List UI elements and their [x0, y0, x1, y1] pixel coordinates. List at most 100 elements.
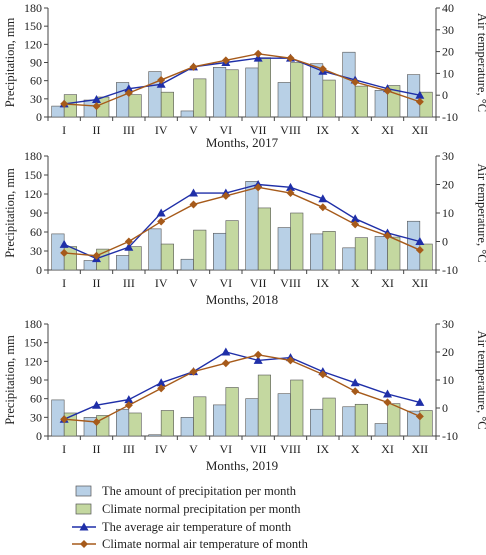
precipitation-bar [245, 181, 259, 271]
x-axis-title: Months, 2019 [206, 458, 278, 473]
normal-temperature-point [157, 384, 166, 393]
normal-precipitation-bar [160, 91, 174, 118]
normal-temperature-point [383, 398, 392, 407]
normal-temperature-point [189, 62, 198, 71]
x-tick-label: VIII [280, 123, 301, 137]
right-tick-label: 0 [442, 401, 448, 415]
right-axis-title: Air temperature, °C [475, 163, 486, 262]
normal-temperature-point [157, 217, 166, 226]
normal-temperature-point [189, 200, 198, 209]
left-tick-label: 90 [30, 373, 42, 387]
normal-temperature-point [60, 415, 69, 424]
legend-label: The average air temperature of month [102, 520, 292, 534]
left-tick-label: 30 [30, 92, 42, 106]
normal-precipitation-bar [290, 62, 304, 118]
left-tick-label: 180 [24, 317, 42, 331]
temperature-point [59, 239, 69, 248]
precipitation-bar [277, 227, 291, 271]
left-tick-label: 0 [36, 110, 42, 124]
x-tick-label: VII [250, 276, 267, 290]
left-tick-label: 120 [24, 187, 42, 201]
normal-temperature-point [254, 183, 263, 192]
precipitation-bar [51, 105, 65, 118]
legend-diamond-marker [80, 540, 88, 548]
normal-temperature-line [64, 53, 421, 107]
temperature-point [383, 389, 392, 398]
left-axis-title: Precipitation, mm [3, 168, 17, 258]
normal-temperature-point [318, 370, 327, 379]
temperature-point [156, 208, 166, 217]
normal-temperature-point [60, 99, 69, 108]
x-tick-label: II [93, 276, 101, 290]
x-axis-title: Months, 2018 [206, 292, 278, 307]
legend-label: Climate normal precipitation per month [102, 502, 301, 516]
x-tick-label: VI [219, 123, 232, 137]
temperature-point [189, 188, 198, 197]
x-axis-title: Months, 2017 [206, 135, 279, 150]
precipitation-bar [148, 228, 162, 271]
normal-temperature-point [221, 56, 230, 65]
normal-precipitation-bar [257, 207, 271, 271]
normal-precipitation-bar [290, 212, 304, 271]
temperature-point [221, 347, 231, 356]
x-tick-label: VIII [280, 442, 301, 456]
precipitation-bar [374, 423, 388, 437]
precipitation-bar [213, 67, 227, 118]
precipitation-bar [277, 393, 291, 437]
normal-temperature-point [92, 251, 101, 260]
precipitation-bar [342, 247, 356, 271]
normal-precipitation-bar [322, 231, 336, 271]
left-tick-label: 60 [30, 74, 42, 88]
normal-precipitation-bar [387, 236, 401, 271]
temperature-point [350, 378, 360, 387]
x-tick-label: I [62, 123, 66, 137]
legend-label: The amount of precipitation per month [102, 484, 297, 498]
temperature-point [415, 397, 425, 406]
legend-triangle-marker [79, 522, 89, 531]
x-tick-label: X [351, 442, 360, 456]
temperature-point [415, 90, 425, 99]
x-tick-label: XI [381, 276, 394, 290]
precipitation-bar [310, 408, 324, 437]
x-tick-label: VI [219, 442, 232, 456]
right-tick-label: 40 [442, 1, 454, 15]
normal-precipitation-bar [354, 237, 368, 271]
normal-precipitation-bar [128, 246, 142, 271]
right-tick-label: 0 [442, 235, 448, 249]
right-tick-label: 10 [442, 373, 454, 387]
normal-temperature-point [415, 97, 424, 106]
normal-temperature-line [64, 186, 421, 257]
chart-legend: The amount of precipitation per month Cli… [72, 484, 309, 551]
x-tick-label: IX [316, 123, 329, 137]
normal-temperature-point [383, 86, 392, 95]
normal-temperature-point [415, 246, 424, 255]
normal-precipitation-bar [290, 379, 304, 437]
normal-temperature-point [124, 237, 133, 246]
normal-temperature-point [351, 220, 360, 229]
precipitation-bar [277, 82, 291, 118]
precipitation-bar [116, 408, 130, 437]
normal-temperature-point [189, 367, 198, 376]
normal-precipitation-bar [322, 397, 336, 437]
precipitation-bar [116, 255, 130, 271]
normal-temperature-point [286, 189, 295, 198]
x-tick-label: X [351, 276, 360, 290]
precipitation-bar [374, 90, 388, 118]
normal-temperature-point [221, 359, 230, 368]
normal-precipitation-bar [193, 396, 207, 437]
right-tick-label: 10 [442, 66, 454, 80]
left-tick-label: 0 [36, 429, 42, 443]
normal-temperature-point [124, 401, 133, 410]
normal-temperature-point [351, 387, 360, 396]
normal-precipitation-bar [322, 79, 336, 118]
precipitation-bar [180, 110, 194, 118]
temperature-line [63, 183, 421, 260]
x-tick-label: IV [155, 123, 168, 137]
temperature-point [124, 84, 134, 93]
normal-temperature-point [415, 412, 424, 421]
left-tick-label: 60 [30, 225, 42, 239]
x-tick-label: III [123, 276, 135, 290]
